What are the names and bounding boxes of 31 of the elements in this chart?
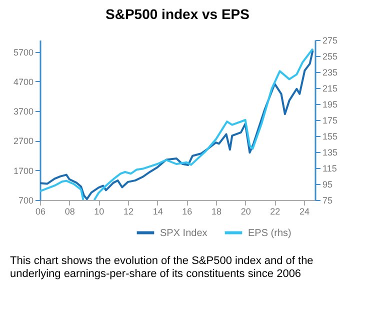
x-tick-label: 24 <box>299 206 310 216</box>
x-tick-label: 12 <box>123 206 134 216</box>
y2-tick-label: 195 <box>322 100 338 110</box>
y-tick-label: 5700 <box>13 47 34 58</box>
x-tick-label: 20 <box>240 206 251 216</box>
x-tick-label: 08 <box>64 206 75 216</box>
y2-tick-label: 75 <box>322 196 333 206</box>
legend-label: EPS (rhs) <box>248 228 292 239</box>
y2-tick-label: 215 <box>322 84 338 94</box>
x-tick-label: 10 <box>94 206 104 216</box>
y-tick-label: 2700 <box>13 136 34 146</box>
y2-tick-label: 155 <box>322 132 338 142</box>
chart-title: S&P500 index vs EPS <box>106 6 250 22</box>
x-tick-label: 18 <box>211 206 222 216</box>
x-tick-label: 22 <box>270 206 280 216</box>
text: This chart shows the evolution of the S&P500 index and of the underlying earnings-per-share of its constituents since 2006 <box>10 255 314 280</box>
y2-tick-label: 275 <box>322 36 338 46</box>
x-tick-label: 06 <box>35 206 46 216</box>
y2-tick-label: 115 <box>322 164 337 174</box>
y-tick-label: 3700 <box>13 106 34 117</box>
y-tick-label: 4700 <box>13 76 34 87</box>
y2-tick-label: 235 <box>322 68 338 78</box>
x-tick-label: 14 <box>152 206 163 216</box>
y2-tick-label: 95 <box>322 180 333 190</box>
y2-tick-label: 255 <box>322 52 338 62</box>
x-tick-label: 16 <box>182 206 192 216</box>
y-tick-label: 1700 <box>13 166 34 176</box>
y-tick-label: 700 <box>18 196 34 206</box>
y2-tick-label: 175 <box>322 116 338 126</box>
y2-tick-label: 135 <box>322 148 338 158</box>
legend-label: SPX Index <box>160 228 208 239</box>
